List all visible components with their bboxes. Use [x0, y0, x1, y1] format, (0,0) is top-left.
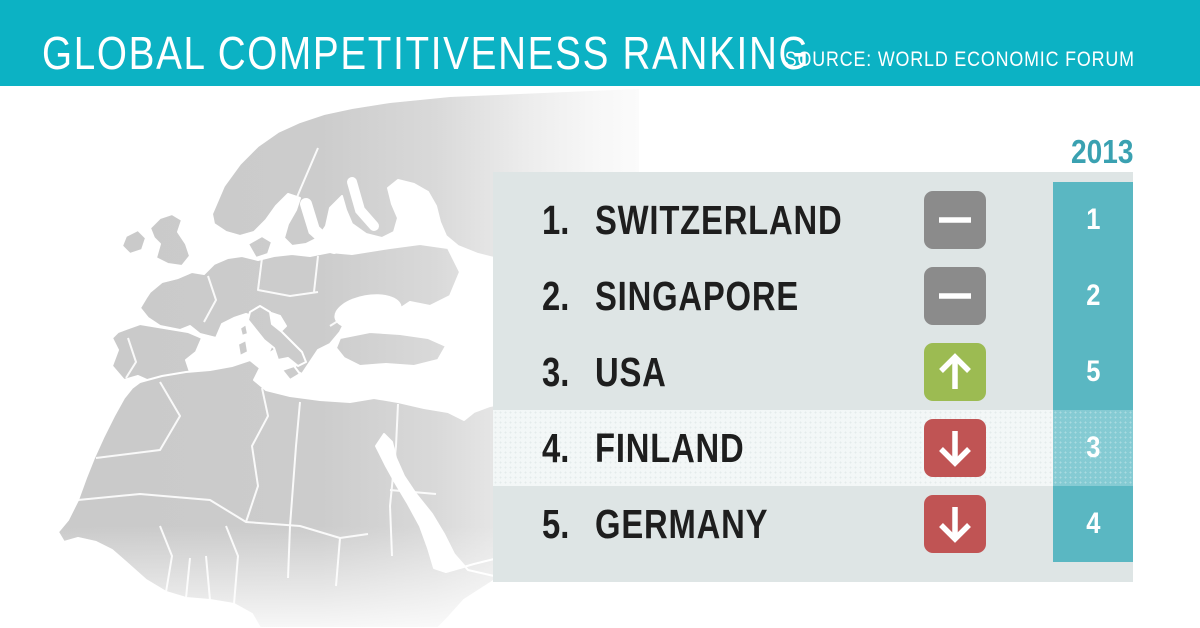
previous-rank-text: 2 — [1085, 279, 1101, 312]
trend-up-icon — [924, 343, 986, 401]
country-label-text: SINGAPORE — [595, 272, 800, 319]
page-title: GLOBAL COMPETITIVENESS RANKING — [42, 30, 957, 76]
table-row: 5. GERMANY 4 — [493, 486, 1133, 562]
table-row-main: 5. GERMANY — [493, 486, 1053, 562]
previous-rank-cell: 4 — [1053, 486, 1133, 562]
page-title-text: GLOBAL COMPETITIVENESS RANKING — [42, 27, 811, 79]
previous-rank-text: 5 — [1085, 355, 1101, 388]
country-label-text: SWITZERLAND — [595, 196, 843, 243]
year-column-header-text: 2013 — [1070, 133, 1133, 170]
previous-rank-text: 3 — [1085, 431, 1101, 464]
previous-rank-text: 1 — [1085, 203, 1101, 236]
country-label-text: GERMANY — [595, 500, 769, 547]
country-label: FINLAND — [595, 425, 782, 472]
trend-down-icon — [924, 495, 986, 553]
rank-label: 1. — [542, 197, 595, 244]
year-column-header: 2013 — [1060, 135, 1133, 168]
table-row-main: 2. SINGAPORE — [493, 258, 1053, 334]
rank-label: 4. — [542, 425, 595, 472]
country-label: GERMANY — [595, 501, 812, 548]
rank-label-text: 2. — [542, 272, 570, 319]
previous-rank-text: 4 — [1085, 507, 1101, 540]
previous-rank-cell: 5 — [1053, 334, 1133, 410]
country-label-text: USA — [595, 348, 667, 395]
rank-label: 5. — [542, 501, 595, 548]
country-label: SINGAPORE — [595, 273, 850, 320]
country-label: SWITZERLAND — [595, 197, 904, 244]
table-row: 3. USA 5 — [493, 334, 1133, 410]
previous-rank-cell: 1 — [1053, 182, 1133, 258]
rank-label: 2. — [542, 273, 595, 320]
source-label-text: SOURCE: WORLD ECONOMIC FORUM — [784, 48, 1135, 71]
country-label: USA — [595, 349, 685, 396]
ranking-table: 1. SWITZERLAND 1 2. SINGAP — [493, 172, 1133, 582]
table-row-main: 4. FINLAND — [493, 410, 1053, 486]
header-bar: GLOBAL COMPETITIVENESS RANKING SOURCE: W… — [0, 0, 1200, 86]
rank-label-text: 5. — [542, 500, 570, 547]
table-row-main: 1. SWITZERLAND — [493, 182, 1053, 258]
rank-label-text: 3. — [542, 348, 570, 395]
previous-rank-cell: 3 — [1053, 410, 1133, 486]
trend-down-icon — [924, 419, 986, 477]
previous-rank-cell: 2 — [1053, 258, 1133, 334]
rank-label-text: 4. — [542, 424, 570, 471]
table-row: 4. FINLAND 3 — [493, 410, 1133, 486]
table-row: 2. SINGAPORE 2 — [493, 258, 1133, 334]
trend-same-icon — [924, 191, 986, 249]
rank-label-text: 1. — [542, 196, 570, 243]
source-label: SOURCE: WORLD ECONOMIC FORUM — [723, 49, 1135, 70]
table-row: 1. SWITZERLAND 1 — [493, 182, 1133, 258]
trend-same-icon — [924, 267, 986, 325]
rank-label: 3. — [542, 349, 595, 396]
country-label-text: FINLAND — [595, 424, 745, 471]
table-row-main: 3. USA — [493, 334, 1053, 410]
